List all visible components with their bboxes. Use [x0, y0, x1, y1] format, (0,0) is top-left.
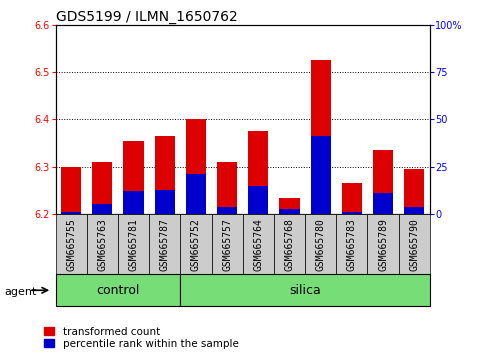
Bar: [373, 150, 393, 214]
Text: GSM665787: GSM665787: [160, 218, 170, 271]
Bar: [61, 212, 81, 214]
Bar: [56, 274, 180, 306]
Bar: [274, 214, 305, 274]
Bar: [342, 183, 362, 214]
Bar: [279, 210, 299, 214]
Text: GSM665752: GSM665752: [191, 218, 201, 271]
Bar: [180, 274, 430, 306]
Bar: [155, 136, 175, 214]
Text: GSM665783: GSM665783: [347, 218, 357, 271]
Bar: [180, 214, 212, 274]
Bar: [368, 214, 398, 274]
Bar: [118, 214, 149, 274]
Bar: [248, 186, 269, 214]
Bar: [404, 169, 425, 214]
Bar: [87, 214, 118, 274]
Bar: [149, 214, 180, 274]
Bar: [92, 204, 113, 214]
Text: GSM665768: GSM665768: [284, 218, 295, 271]
Bar: [61, 167, 81, 214]
Text: GSM665781: GSM665781: [128, 218, 139, 271]
Text: silica: silica: [289, 284, 321, 297]
Bar: [186, 119, 206, 214]
Bar: [248, 131, 269, 214]
Bar: [217, 162, 237, 214]
Text: GSM665780: GSM665780: [316, 218, 326, 271]
Bar: [123, 141, 143, 214]
Text: GSM665763: GSM665763: [98, 218, 107, 271]
Bar: [92, 162, 113, 214]
Bar: [336, 214, 368, 274]
Bar: [305, 214, 336, 274]
Bar: [398, 214, 430, 274]
Bar: [373, 193, 393, 214]
Text: control: control: [96, 284, 140, 297]
Bar: [311, 136, 331, 214]
Text: GSM665789: GSM665789: [378, 218, 388, 271]
Bar: [404, 207, 425, 214]
Bar: [279, 198, 299, 214]
Text: GSM665764: GSM665764: [253, 218, 263, 271]
Bar: [212, 214, 242, 274]
Legend: transformed count, percentile rank within the sample: transformed count, percentile rank withi…: [44, 327, 239, 349]
Text: GSM665755: GSM665755: [66, 218, 76, 271]
Bar: [342, 212, 362, 214]
Text: GSM665790: GSM665790: [409, 218, 419, 271]
Bar: [311, 60, 331, 214]
Bar: [186, 174, 206, 214]
Bar: [155, 190, 175, 214]
Bar: [56, 214, 87, 274]
Text: GSM665757: GSM665757: [222, 218, 232, 271]
Bar: [123, 192, 143, 214]
Text: GDS5199 / ILMN_1650762: GDS5199 / ILMN_1650762: [56, 10, 237, 24]
Bar: [217, 207, 237, 214]
Bar: [242, 214, 274, 274]
Text: agent: agent: [5, 287, 37, 297]
